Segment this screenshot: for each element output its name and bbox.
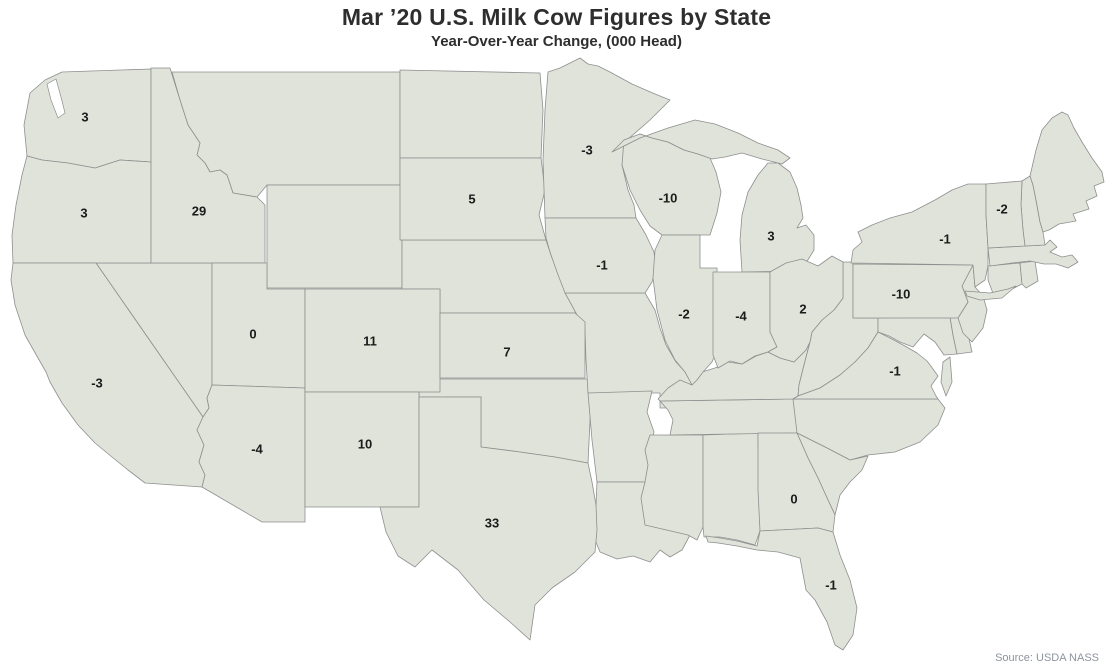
state-ar[interactable] xyxy=(587,390,655,483)
state-ks[interactable] xyxy=(439,312,586,379)
state-sd[interactable] xyxy=(399,157,547,241)
state-vt[interactable] xyxy=(985,180,1026,249)
state-al[interactable] xyxy=(702,432,761,546)
state-co[interactable] xyxy=(304,288,441,393)
state-wa[interactable] xyxy=(23,68,152,169)
state-ia[interactable] xyxy=(544,217,657,294)
state-tx[interactable] xyxy=(379,396,598,641)
state-wy[interactable] xyxy=(266,184,403,289)
state-id[interactable] xyxy=(150,67,266,264)
state-nm[interactable] xyxy=(304,391,420,508)
state-nd[interactable] xyxy=(399,69,544,159)
state-fl[interactable] xyxy=(705,527,858,651)
state-az[interactable] xyxy=(196,384,306,523)
state-tn[interactable] xyxy=(659,398,798,436)
states-layer xyxy=(10,57,1105,651)
state-oh[interactable] xyxy=(767,255,844,363)
state-ny[interactable] xyxy=(850,183,1017,301)
state-ga[interactable] xyxy=(757,432,836,533)
state-mi[interactable] xyxy=(611,119,815,273)
state-ri[interactable] xyxy=(1019,260,1039,289)
state-ms[interactable] xyxy=(640,434,704,541)
state-or[interactable] xyxy=(11,155,152,264)
state-me[interactable] xyxy=(1029,111,1105,233)
source-attribution: Source: USDA NASS xyxy=(995,652,1099,664)
state-va[interactable] xyxy=(792,331,953,400)
state-pa[interactable] xyxy=(852,263,974,319)
state-il[interactable] xyxy=(652,234,718,386)
